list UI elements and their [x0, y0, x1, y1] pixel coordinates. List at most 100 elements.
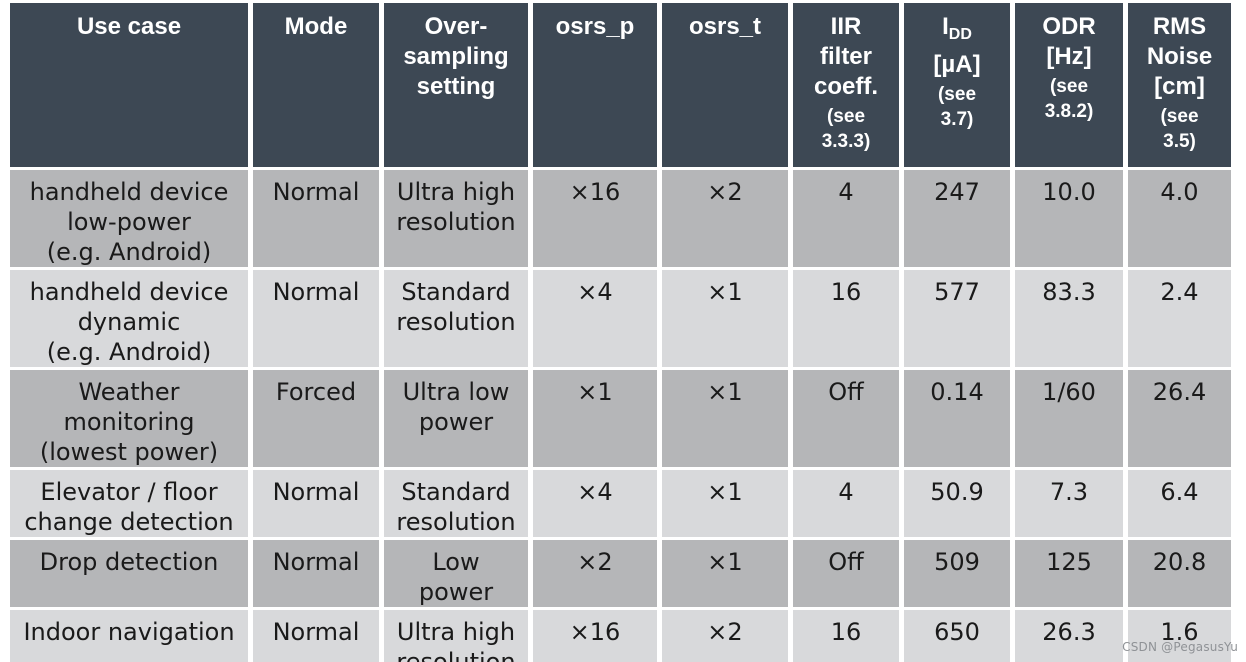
cell-iir-coeff: Off: [793, 370, 899, 467]
header-osrs-t-label: osrs_t: [688, 13, 762, 40]
cell-odr: 26.3: [1015, 610, 1123, 662]
cell-idd: 247: [904, 170, 1010, 267]
cell-mode: Normal: [253, 470, 379, 537]
cell-use-case-line: (e.g. Android): [46, 238, 212, 266]
table-row: handheld device low-power (e.g. Android) No…: [10, 170, 1231, 267]
cell-mode: Forced: [253, 370, 379, 467]
cell-oversampling: Low power: [384, 540, 528, 607]
cell-rms-noise: 4.0: [1128, 170, 1231, 267]
cell-mode: Normal: [253, 170, 379, 267]
cell-use-case-line: (lowest power): [39, 438, 219, 466]
header-mode: Mode: [253, 3, 379, 167]
header-iir-note: (see 3.3.3): [793, 104, 899, 154]
cell-use-case: handheld device low-power (e.g. Android): [10, 170, 248, 267]
cell-use-case-line: low-power: [67, 208, 191, 236]
cell-oversampling-line: power: [418, 578, 494, 606]
cell-osrs-t: ×1: [662, 470, 788, 537]
header-iir-line: coeff.: [813, 73, 878, 100]
cell-odr: 83.3: [1015, 270, 1123, 367]
cell-rms-noise: 20.8: [1128, 540, 1231, 607]
cell-iir-coeff: 16: [793, 270, 899, 367]
cell-osrs-t: ×1: [662, 370, 788, 467]
header-odr-line: [Hz]: [1046, 43, 1092, 70]
header-idd-note-line: (see: [937, 84, 977, 105]
header-idd-note-line: 3.7): [940, 109, 974, 130]
header-rms-note-line: (see: [1160, 106, 1199, 127]
cell-oversampling-line: resolution: [396, 308, 516, 336]
header-row: Use case Mode Over- sampling setting osr…: [10, 3, 1231, 167]
cell-idd: 650: [904, 610, 1010, 662]
cell-idd: 0.14: [904, 370, 1010, 467]
header-oversampling: Over- sampling setting: [384, 3, 528, 167]
cell-rms-noise: 6.4: [1128, 470, 1231, 537]
header-use-case-label: Use case: [76, 13, 182, 40]
cell-use-case: Weather monitoring (lowest power): [10, 370, 248, 467]
cell-iir-coeff: 16: [793, 610, 899, 662]
cell-rms-noise: 2.4: [1128, 270, 1231, 367]
table-row: Weather monitoring (lowest power) Forced Ult…: [10, 370, 1231, 467]
header-oversampling-line: sampling: [403, 43, 509, 70]
cell-oversampling: Ultra high resolution: [384, 170, 528, 267]
header-iir-note-line: 3.3.3): [821, 131, 871, 152]
cell-oversampling: Standard resolution: [384, 470, 528, 537]
header-iir-filter: IIR filter coeff. (see 3.3.3): [793, 3, 899, 167]
header-odr-note: (see 3.8.2): [1015, 74, 1123, 124]
cell-idd: 577: [904, 270, 1010, 367]
header-rms-line: RMS: [1152, 13, 1207, 40]
cell-oversampling-line: Ultra low: [402, 378, 510, 406]
cell-use-case-line: Weather: [78, 378, 180, 406]
cell-iir-coeff: Off: [793, 540, 899, 607]
header-iir-note-line: (see: [826, 106, 866, 127]
header-rms-note-line: 3.5): [1163, 131, 1196, 152]
header-idd-note: (see 3.7): [904, 82, 1010, 132]
header-rms-line: Noise: [1146, 43, 1213, 70]
cell-use-case-line: change detection: [24, 508, 234, 536]
cell-osrs-p: ×4: [533, 470, 657, 537]
cell-odr: 7.3: [1015, 470, 1123, 537]
cell-odr: 10.0: [1015, 170, 1123, 267]
header-oversampling-line: Over-: [424, 13, 488, 40]
cell-use-case: Indoor navigation: [10, 610, 248, 662]
cell-use-case: handheld device dynamic (e.g. Android): [10, 270, 248, 367]
header-rms-noise: RMS Noise [cm] (see 3.5): [1128, 3, 1231, 167]
cell-osrs-t: ×1: [662, 540, 788, 607]
cell-osrs-t: ×1: [662, 270, 788, 367]
header-oversampling-line: setting: [416, 73, 496, 100]
cell-use-case-line: handheld device: [29, 278, 229, 306]
table-row: handheld device dynamic (e.g. Android) Norm…: [10, 270, 1231, 367]
cell-oversampling: Standard resolution: [384, 270, 528, 367]
header-idd-main: I: [942, 13, 949, 40]
cell-idd: 50.9: [904, 470, 1010, 537]
cell-oversampling-line: resolution: [396, 508, 516, 536]
header-iir-line: filter: [819, 43, 872, 70]
cell-iir-coeff: 4: [793, 170, 899, 267]
cell-use-case-line: dynamic: [77, 308, 181, 336]
cell-oversampling-line: resolution: [396, 208, 516, 236]
cell-oversampling-line: resolution: [396, 648, 516, 662]
cell-oversampling-line: Low: [432, 548, 480, 576]
cell-use-case-line: monitoring: [63, 408, 195, 436]
cell-iir-coeff: 4: [793, 470, 899, 537]
cell-use-case-line: (e.g. Android): [46, 338, 212, 366]
header-odr-note-line: 3.8.2): [1044, 101, 1094, 122]
header-osrs-p: osrs_p: [533, 3, 657, 167]
cell-rms-noise: 26.4: [1128, 370, 1231, 467]
cell-osrs-p: ×1: [533, 370, 657, 467]
cell-oversampling-line: Ultra high: [396, 178, 516, 206]
cell-osrs-p: ×16: [533, 170, 657, 267]
header-osrs-p-label: osrs_p: [555, 13, 635, 40]
cell-idd: 509: [904, 540, 1010, 607]
table-body: handheld device low-power (e.g. Android) No…: [10, 170, 1231, 662]
cell-oversampling-line: Standard: [401, 278, 511, 306]
cell-oversampling-line: Standard: [401, 478, 511, 506]
cell-use-case-line: Drop detection: [39, 548, 219, 576]
cell-use-case-line: Elevator / floor: [40, 478, 218, 506]
cell-use-case: Elevator / floor change detection: [10, 470, 248, 537]
cell-mode: Normal: [253, 540, 379, 607]
cell-use-case: Drop detection: [10, 540, 248, 607]
cell-osrs-t: ×2: [662, 170, 788, 267]
cell-oversampling: Ultra low power: [384, 370, 528, 467]
cell-mode: Normal: [253, 610, 379, 662]
cell-oversampling-line: Ultra high: [396, 618, 516, 646]
header-use-case: Use case: [10, 3, 248, 167]
